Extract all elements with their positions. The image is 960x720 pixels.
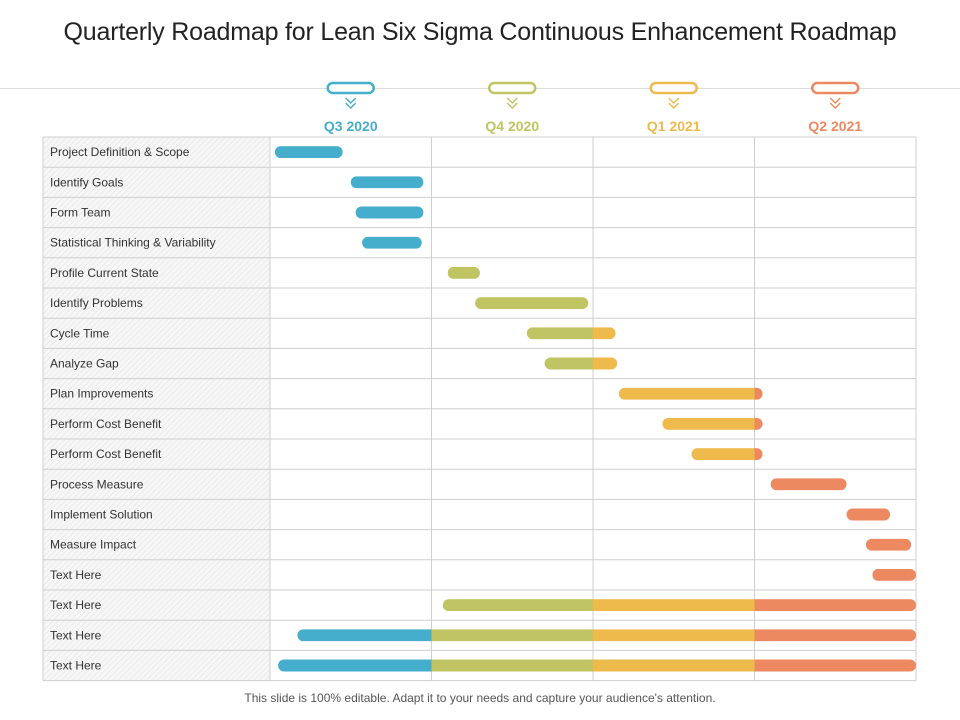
task-label: Text Here	[50, 568, 102, 582]
task-bar	[442, 599, 916, 612]
task-bar	[362, 236, 422, 249]
quarter-marker-pill	[488, 81, 537, 95]
chevron-down-icon	[345, 97, 357, 109]
bar-segment	[754, 448, 763, 461]
bar-segment	[350, 176, 424, 189]
quarter-header: Q3 2020	[324, 81, 378, 134]
bar-segment	[865, 538, 912, 551]
task-label: Perform Cost Benefit	[50, 447, 162, 461]
task-label: Text Here	[50, 659, 102, 673]
task-label: Profile Current State	[50, 266, 159, 280]
task-bar	[662, 417, 763, 430]
task-label: Statistical Thinking & Variability	[50, 236, 216, 250]
task-bar	[691, 448, 763, 461]
bar-segment	[593, 629, 755, 642]
chevron-down-icon	[668, 97, 680, 109]
bar-segment	[362, 236, 422, 249]
task-label: Implement Solution	[50, 508, 153, 522]
task-label: Text Here	[50, 598, 102, 612]
bar-segment	[593, 659, 755, 672]
quarter-label: Q2 2021	[808, 118, 862, 134]
task-bar	[770, 478, 847, 491]
task-bar	[447, 266, 480, 279]
footer-note: This slide is 100% editable. Adapt it to…	[244, 691, 716, 705]
quarter-header: Q2 2021	[808, 81, 862, 134]
quarter-label: Q4 2020	[485, 118, 539, 134]
bar-segment	[274, 146, 343, 159]
task-label: Plan Improvements	[50, 387, 153, 401]
task-bar	[350, 176, 424, 189]
quarter-label: Q1 2021	[647, 118, 701, 134]
task-label: Cycle Time	[50, 326, 110, 340]
bar-segment	[754, 629, 916, 642]
bar-segment	[846, 508, 891, 521]
gantt-chart: Q3 2020 Q4 2020 Q1 2021 Q2 2021 Project Defi…	[42, 81, 917, 682]
bar-segment	[872, 568, 916, 581]
chevron-down-icon	[506, 97, 518, 109]
quarter-header: Q4 2020	[485, 81, 539, 134]
bar-segment	[754, 599, 916, 612]
task-bar	[872, 568, 916, 581]
bar-segment	[355, 206, 424, 219]
task-bar	[278, 659, 916, 672]
task-bar	[846, 508, 891, 521]
task-label: Form Team	[50, 206, 110, 220]
task-bar	[475, 297, 589, 310]
bar-segment	[770, 478, 847, 491]
quarter-header: Q1 2021	[647, 81, 701, 134]
quarter-marker-pill	[649, 81, 698, 95]
bar-segment	[526, 327, 593, 340]
bar-segment	[618, 387, 755, 400]
task-bar	[355, 206, 424, 219]
task-label: Text Here	[50, 628, 102, 642]
bar-segment	[431, 629, 593, 642]
task-bar	[526, 327, 616, 340]
bar-segment	[691, 448, 755, 461]
bar-segment	[431, 659, 593, 672]
task-bar	[865, 538, 912, 551]
chevron-down-icon	[829, 97, 841, 109]
task-label: Measure Impact	[50, 538, 137, 552]
task-bar	[274, 146, 343, 159]
bar-segment	[593, 327, 616, 340]
bar-segment	[593, 599, 755, 612]
bar-segment	[442, 599, 593, 612]
task-label: Project Definition & Scope	[50, 145, 190, 159]
task-label: Identify Problems	[50, 296, 143, 310]
bar-segment	[297, 629, 432, 642]
task-label: Process Measure	[50, 477, 144, 491]
task-bar	[297, 629, 916, 642]
bar-segment	[754, 387, 763, 400]
task-label: Analyze Gap	[50, 357, 119, 371]
bar-segment	[662, 417, 755, 430]
bar-segment	[278, 659, 432, 672]
bar-segment	[447, 266, 480, 279]
quarter-marker-pill	[326, 81, 375, 95]
task-label: Perform Cost Benefit	[50, 417, 162, 431]
task-label: Identify Goals	[50, 175, 123, 189]
quarter-label: Q3 2020	[324, 118, 378, 134]
quarter-marker-pill	[811, 81, 860, 95]
bar-segment	[544, 357, 593, 370]
bar-segment	[754, 417, 763, 430]
bar-segment	[593, 357, 618, 370]
slide-title: Quarterly Roadmap for Lean Six Sigma Con…	[63, 18, 897, 46]
task-bar	[618, 387, 763, 400]
title-divider	[0, 88, 960, 89]
bar-segment	[475, 297, 589, 310]
task-bar	[544, 357, 618, 370]
bar-segment	[754, 659, 916, 672]
